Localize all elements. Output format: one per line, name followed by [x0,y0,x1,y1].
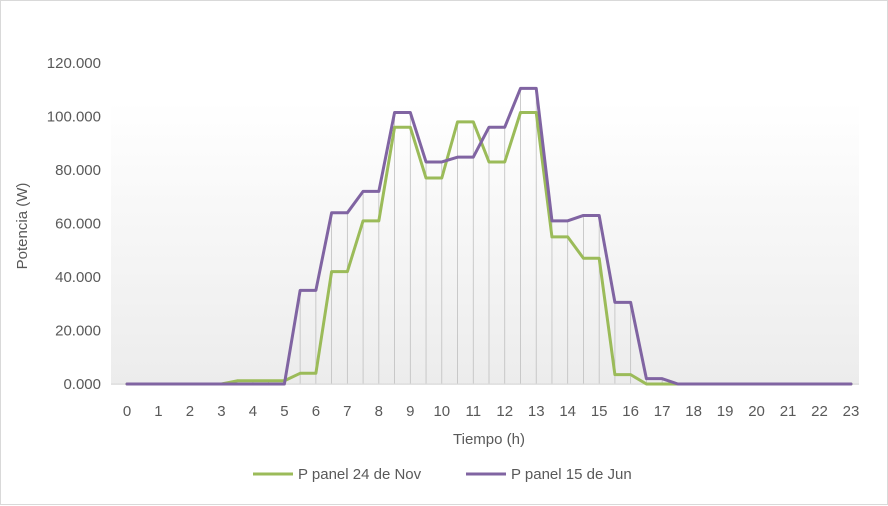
x-tick-label: 18 [685,403,702,420]
y-axis-title: Potencia (W) [14,183,31,270]
x-axis: 0 1 2 3 4 5 6 7 8 9 10 11 12 13 14 15 16 17 18 19 20 21 22 23 [111,383,860,420]
x-tick-label: 10 [433,403,450,420]
x-tick-label: 6 [312,403,320,420]
plot-area [111,101,859,385]
x-tick-label: 12 [496,403,513,420]
y-tick-label: 40.000 [55,269,101,286]
x-tick-label: 3 [217,403,225,420]
legend: P panel 24 de Nov P panel 15 de Jun [253,466,632,483]
y-tick-label: 120.000 [47,55,101,72]
x-tick-label: 11 [465,403,481,420]
x-tick-label: 19 [717,403,734,420]
x-tick-label: 21 [780,403,797,420]
x-tick-label: 7 [343,403,351,420]
y-tick-label: 0.000 [63,376,101,393]
x-tick-label: 17 [654,403,671,420]
y-axis: 0.000 20.000 40.000 60.000 80.000 100.000 120.… [47,55,101,393]
y-tick-label: 100.000 [47,109,101,126]
x-axis-title: Tiempo (h) [453,431,525,448]
y-tick-label: 20.000 [55,323,101,340]
legend-label-nov: P panel 24 de Nov [298,466,422,483]
x-tick-label: 2 [186,403,194,420]
x-tick-label: 16 [622,403,639,420]
x-tick-label: 23 [843,403,860,420]
y-tick-label: 80.000 [55,162,101,179]
x-tick-label: 1 [154,403,162,420]
x-tick-label: 13 [528,403,545,420]
x-tick-label: 9 [406,403,414,420]
x-tick-label: 22 [811,403,828,420]
series-line-1 [125,86,853,386]
x-tick-label: 0 [123,403,131,420]
x-tick-label: 20 [748,403,765,420]
x-tick-label: 14 [559,403,576,420]
x-tick-label: 8 [375,403,383,420]
x-tick-label: 5 [280,403,288,420]
x-tick-label: 15 [591,403,608,420]
x-tick-label: 4 [249,403,257,420]
y-tick-label: 60.000 [55,216,101,233]
drop-lines [236,88,663,384]
series-layer [125,86,853,386]
legend-label-jun: P panel 15 de Jun [511,466,632,483]
